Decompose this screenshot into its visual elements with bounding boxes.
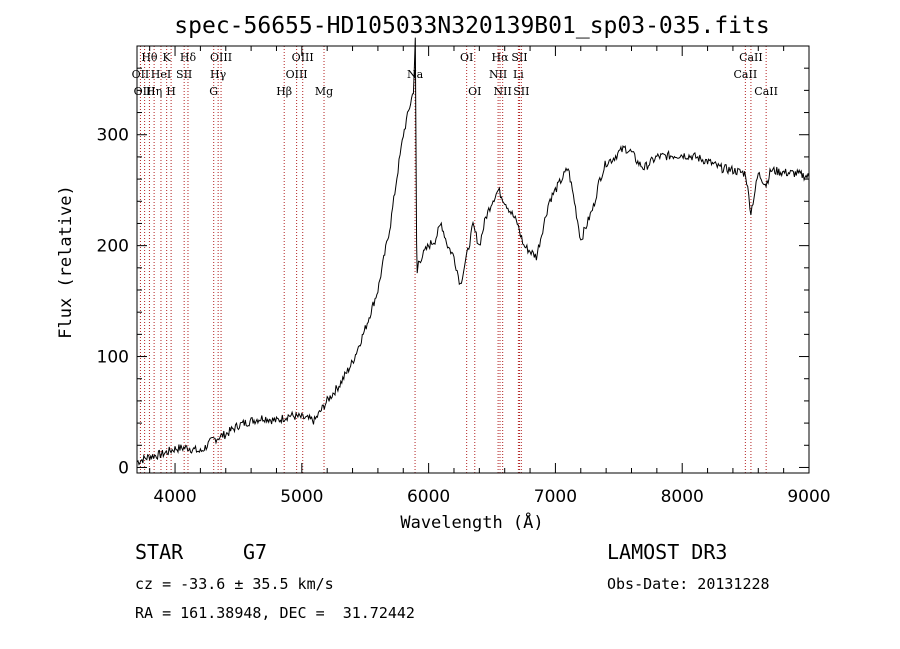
x-tick-label: 7000 [534, 487, 577, 507]
marker-label: CaII [754, 85, 778, 98]
x-tick-label: 8000 [661, 487, 704, 507]
x-axis: 4000 5000 6000 7000 8000 9000 [149, 46, 831, 507]
marker-label: SII [511, 51, 527, 64]
marker-label: Mg [315, 85, 333, 98]
marker-label: NII [494, 85, 512, 98]
marker-label: OI [468, 85, 481, 98]
marker-label: Hα [491, 51, 509, 64]
marker-label: OIII [134, 85, 156, 98]
marker-label: CaII [734, 68, 758, 81]
object-subclass: G7 [243, 540, 268, 564]
observation-date: Obs-Date: 20131228 [607, 575, 770, 593]
marker-label: Hδ [180, 51, 197, 64]
object-class: STAR [135, 540, 184, 564]
coordinates: RA = 161.38948, DEC = 31.72442 [135, 604, 415, 622]
marker-label: Hβ [276, 85, 292, 98]
marker-label: G [209, 85, 218, 98]
y-tick-label: 100 [97, 348, 129, 368]
marker-label: NII [489, 68, 507, 81]
marker-label: HeI [151, 68, 171, 81]
marker-label: OIII [292, 51, 314, 64]
x-tick-label: 4000 [153, 487, 196, 507]
y-tick-label: 0 [118, 458, 129, 478]
marker-label: K [163, 51, 172, 64]
marker-label: SII [176, 68, 192, 81]
x-tick-label: 5000 [280, 487, 323, 507]
marker-label: CaII [739, 51, 763, 64]
x-tick-label: 6000 [407, 487, 450, 507]
survey-name: LAMOST DR3 [607, 540, 728, 564]
marker-label: Hγ [210, 68, 227, 81]
x-axis-label: Wavelength (Å) [400, 511, 543, 533]
spectrum-line [136, 37, 810, 466]
y-axis: 0 100 200 300 [97, 67, 809, 478]
marker-label: OII [132, 68, 150, 81]
marker-label: SII [513, 85, 529, 98]
marker-label: Li [513, 68, 524, 81]
marker-label: OIII [286, 68, 308, 81]
x-tick-label: 9000 [787, 487, 830, 507]
marker-label: Hη [146, 85, 162, 98]
marker-label: Hθ [141, 51, 158, 64]
marker-label: OI [460, 51, 473, 64]
marker-label: OIII [210, 51, 232, 64]
y-tick-label: 200 [97, 237, 129, 257]
y-tick-label: 300 [97, 126, 129, 146]
marker-label: H [166, 85, 176, 98]
redshift-info: cz = -33.6 ± 35.5 km/s [135, 575, 334, 593]
chart-title: spec-56655-HD105033N320139B01_sp03-035.f… [174, 13, 769, 39]
y-axis-label: Flux (relative) [56, 185, 76, 339]
plot-frame [136, 45, 810, 474]
